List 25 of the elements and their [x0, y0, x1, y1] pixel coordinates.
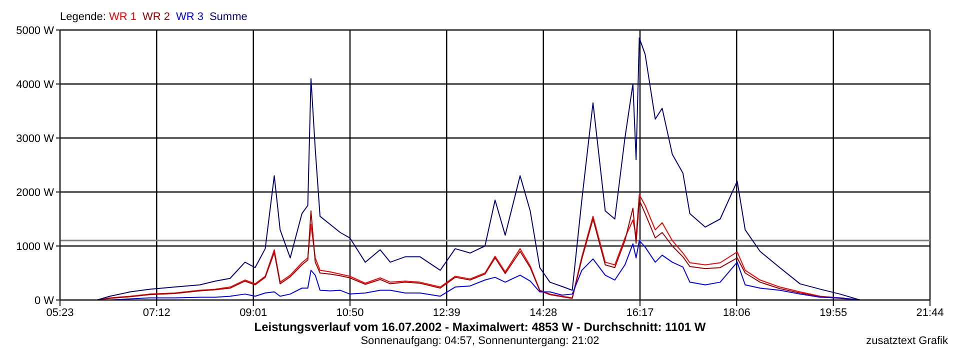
x-tick-label: 10:50 — [336, 306, 364, 319]
y-tick-label: 5000 W — [16, 25, 55, 37]
text: Leistungsverlauf vom 16.07.2002 - Maximalwert: 4853 W - Durchschnitt: 1101 W — [253, 320, 707, 334]
text: WR 2 — [142, 11, 170, 23]
x-tick-label: 07:12 — [142, 306, 170, 319]
y-tick-label: 4000 W — [16, 79, 55, 91]
line-series — [96, 37, 861, 300]
y-tick-label: 1000 W — [16, 241, 55, 253]
y-tick-label: 3000 W — [16, 133, 55, 145]
text: Sonnenaufgang: 04:57, Sonnenuntergang: 21:02 — [360, 335, 600, 347]
x-tick-label: 14:28 — [530, 306, 558, 319]
x-tick-label: 19:55 — [820, 306, 848, 319]
x-tick-label: 09:01 — [240, 306, 268, 319]
text: zusatztext Grafik — [866, 335, 948, 347]
y-tick-label: 2000 W — [16, 187, 55, 199]
legend-title: Legende: — [60, 11, 107, 23]
x-tick-label: 21:44 — [916, 306, 944, 319]
x-tick-label: 16:17 — [626, 306, 654, 319]
x-tick-label: 18:06 — [722, 306, 750, 319]
y-tick-label: 0 W — [34, 295, 55, 307]
x-tick-label: 05:23 — [46, 306, 74, 319]
text: WR 3 — [176, 11, 204, 23]
x-tick-label: 12:39 — [432, 306, 460, 319]
text: WR 1 — [108, 11, 136, 23]
text: Summe — [209, 11, 248, 23]
